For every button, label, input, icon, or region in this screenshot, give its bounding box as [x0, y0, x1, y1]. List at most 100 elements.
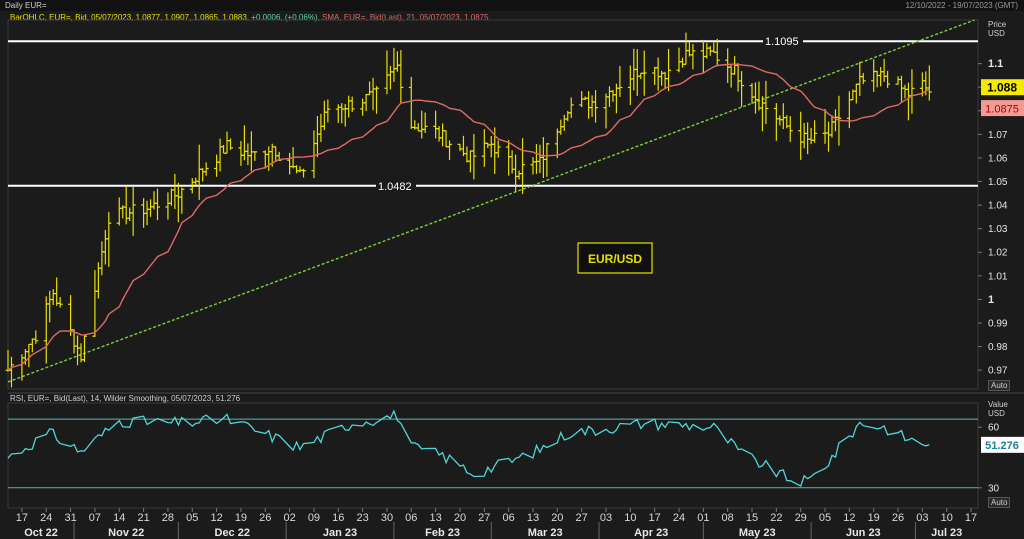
x-tick-label: 17	[649, 512, 661, 524]
ohlc-bar	[464, 146, 470, 163]
x-tick-label: 31	[64, 512, 76, 524]
ohlc-bar	[75, 335, 81, 366]
level-label: 1.0482	[378, 181, 412, 193]
ohlc-bar	[777, 115, 783, 126]
ohlc-bar	[544, 142, 550, 177]
x-tick-label: 09	[308, 512, 320, 524]
rsi-auto-button[interactable]: Auto	[988, 497, 1011, 508]
rsi-tick-label: 60	[988, 423, 1000, 434]
ohlc-bar	[763, 80, 769, 125]
ohlc-bar	[440, 123, 446, 147]
ohlc-bar	[683, 32, 689, 65]
ohlc-bar	[168, 188, 174, 206]
ohlc-bar	[314, 115, 320, 158]
ohlc-bar	[676, 47, 682, 73]
ohlc-bar	[57, 297, 63, 308]
month-label: Dec 22	[215, 527, 250, 539]
ohlc-bar	[370, 77, 376, 111]
month-label: Mar 23	[528, 527, 563, 539]
ohlc-bar	[711, 42, 717, 53]
price-tick-label: 1.07	[988, 130, 1008, 141]
ohlc-bar	[589, 95, 595, 117]
ohlc-bar	[666, 48, 672, 92]
rsi-panel-frame	[7, 402, 979, 509]
ohlc-bar	[530, 157, 536, 175]
rsi-legend-text: RSI, EUR=, Bid(Last), 14, Wilder Smoothi…	[10, 394, 241, 403]
ohlc-bar	[81, 335, 87, 362]
month-label: Jun 23	[846, 527, 881, 539]
ohlc-bar	[50, 289, 56, 306]
ohlc-bar	[374, 86, 380, 114]
ohlc-bar	[398, 50, 404, 103]
ohlc-legend-text: BarOHLC, EUR=, Bid, 05/07/2023, 1.0877, …	[10, 13, 250, 22]
ohlc-bar	[516, 170, 522, 180]
ohlc-bar	[662, 71, 668, 89]
ohlc-bar	[773, 103, 779, 141]
x-tick-label: 19	[235, 512, 247, 524]
ohlc-bar	[679, 57, 685, 68]
ohlc-bar	[812, 120, 818, 143]
x-tick-label: 05	[186, 512, 198, 524]
value-axis-unit: USD	[988, 409, 1005, 418]
ohlc-bar	[586, 91, 592, 119]
x-tick-label: 15	[746, 512, 758, 524]
price-axis-unit: USD	[988, 29, 1005, 38]
ohlc-bar	[301, 168, 307, 178]
ohlc-bar	[780, 103, 786, 130]
ohlc-bar	[902, 84, 908, 99]
ohlc-bar	[641, 50, 647, 96]
ohlc-bar	[367, 81, 373, 96]
price-panel-frame	[7, 19, 979, 390]
ohlc-bar	[561, 114, 567, 131]
ohlc-bar	[325, 99, 331, 123]
ohlc-bar	[603, 93, 609, 129]
x-tick-label: 02	[283, 512, 295, 524]
ohlc-bar	[739, 71, 745, 107]
ohlc-bar	[495, 140, 501, 158]
ohlc-bar	[447, 140, 453, 161]
trendline	[7, 19, 975, 383]
ohlc-bar	[871, 59, 877, 92]
ohlc-bar	[728, 65, 734, 88]
ohlc-bar	[481, 129, 487, 167]
x-tick-label: 23	[356, 512, 368, 524]
ohlc-bar	[245, 143, 251, 166]
ohlc-bar	[805, 122, 811, 155]
ohlc-bar	[387, 65, 393, 90]
ohlc-bar	[749, 83, 755, 104]
x-tick-label: 29	[795, 512, 807, 524]
ohlc-bar	[638, 72, 644, 80]
ohlc-bar	[606, 86, 612, 107]
level-label-bg	[376, 178, 416, 193]
price-tick-label: 0.97	[988, 366, 1008, 377]
x-tick-label: 17	[16, 512, 28, 524]
x-tick-label: 12	[843, 512, 855, 524]
ohlc-bar	[540, 137, 546, 179]
ohlc-bar	[116, 197, 122, 226]
ohlc-bar	[8, 356, 14, 388]
ohlc-bar	[655, 57, 661, 91]
ohlc-bar	[798, 111, 804, 160]
ohlc-bar	[860, 72, 866, 85]
rsi-tick-label: 30	[988, 483, 1000, 494]
ohlc-bar	[221, 145, 227, 154]
month-label: Feb 23	[425, 527, 460, 539]
price-auto-button[interactable]: Auto	[988, 380, 1011, 391]
ohlc-bar	[148, 199, 154, 217]
x-tick-label: 14	[113, 512, 125, 524]
value-axis-header: Value USD	[988, 400, 1008, 418]
ohlc-bar	[826, 121, 832, 152]
ohlc-bar	[467, 150, 473, 173]
ohlc-bar	[287, 152, 293, 175]
ohlc-bar	[294, 165, 300, 174]
rsi-legend[interactable]: RSI, EUR=, Bid(Last), 14, Wilder Smoothi…	[10, 393, 240, 404]
ohlc-bar	[509, 150, 515, 174]
x-tick-label: 06	[405, 512, 417, 524]
ohlc-bar	[384, 50, 390, 95]
sma-line	[7, 63, 930, 371]
ohlc-bar	[443, 130, 449, 148]
price-legend[interactable]: BarOHLC, EUR=, Bid, 05/07/2023, 1.0877, …	[10, 12, 489, 23]
level-label: 1.1095	[765, 36, 799, 48]
ohlc-bar	[154, 188, 160, 221]
